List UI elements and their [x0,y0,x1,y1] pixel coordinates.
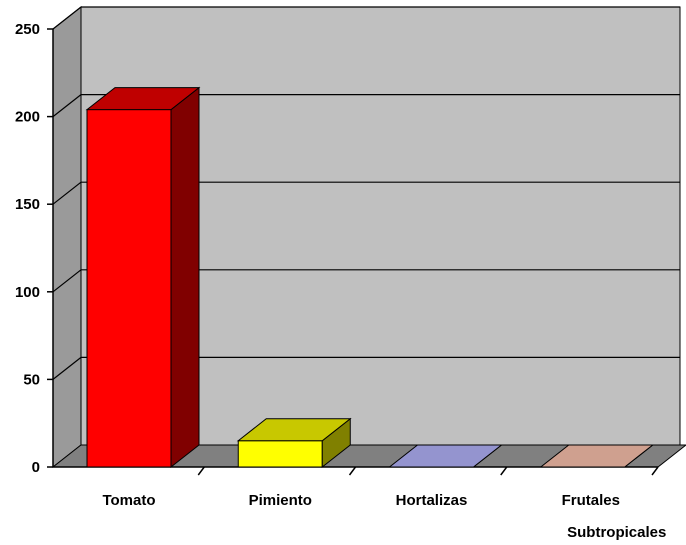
gridline-side [52,269,82,293]
y-tick-label: 200 [15,109,40,126]
x-tick-mark [500,466,508,476]
y-tick-label: 100 [15,284,40,301]
y-tick-label: 150 [15,196,40,213]
bar-top [388,444,503,468]
gridline-side [52,6,82,30]
gridline-side [52,356,82,380]
bar-tomato [86,109,172,468]
x-tick-label: Pimiento [249,492,312,509]
x-tick-label: Frutales [562,492,620,509]
x-tick-mark [197,466,205,476]
x-tick-mark [651,466,659,476]
bar-top [539,444,655,468]
x-tick-mark [348,466,357,476]
x-tick-label: Hortalizas [396,492,468,509]
gridline-side [52,94,82,118]
chart-side-wall [52,5,82,469]
bar-top [236,418,352,442]
gridline-side [52,181,82,205]
y-tick-label: 250 [15,21,40,38]
y-tick-label: 50 [23,371,40,388]
y-tick-label: 0 [32,459,40,476]
bar-top [85,87,201,111]
x-tick-label: Subtropicales [567,524,666,541]
bar-pimiento [237,440,323,468]
x-tick-label: Tomato [102,492,155,509]
bar-side [170,86,200,469]
